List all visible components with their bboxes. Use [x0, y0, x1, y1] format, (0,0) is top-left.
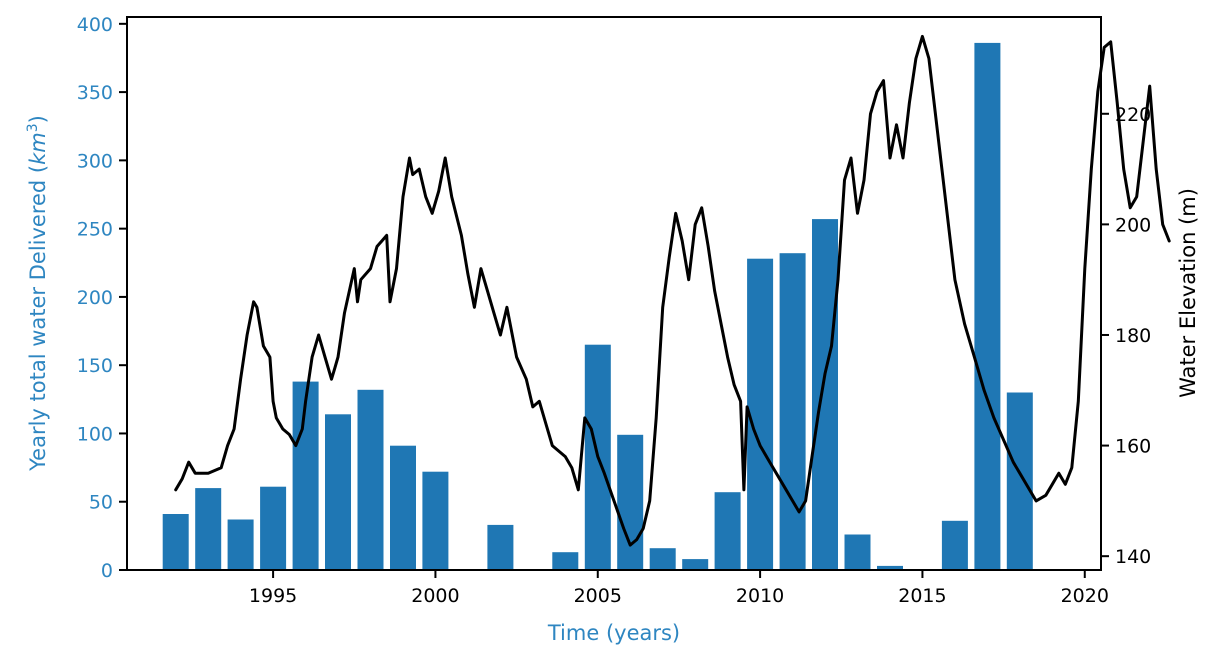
left-axis-ticks: 0 50 100 150 200 250 300 350 400: [77, 14, 127, 582]
left-tick-label-100: 100: [77, 423, 113, 445]
bar-2004: [552, 552, 579, 570]
right-axis-ticks: 140 160 180 200 220: [1101, 104, 1151, 568]
left-axis-title: Yearly total water Delivered (km3): [25, 115, 50, 472]
x-tick-label-2020: 2020: [1061, 585, 1109, 607]
elevation-line: [174, 34, 1171, 547]
bar-2013: [844, 534, 871, 570]
left-axis-title-suffix: ): [26, 115, 50, 123]
bar-1994: [227, 519, 254, 570]
left-tick-label-400: 400: [77, 14, 113, 36]
left-axis-title-unit: km: [26, 132, 50, 165]
bar-1997: [325, 414, 351, 570]
bar-1992: [162, 514, 189, 570]
left-tick-label-250: 250: [77, 219, 113, 241]
bar-2017: [974, 42, 1001, 570]
bar-2010: [747, 258, 774, 570]
bar-2009: [714, 492, 741, 570]
left-tick-label-350: 350: [77, 82, 113, 104]
right-tick-label-200: 200: [1115, 214, 1151, 236]
left-tick-label-300: 300: [77, 150, 113, 172]
bar-2016: [941, 520, 968, 570]
x-tick-label-1995: 1995: [249, 585, 297, 607]
bar-2006: [617, 434, 644, 570]
right-tick-label-180: 180: [1115, 325, 1151, 347]
x-axis-title: Time (years): [547, 621, 680, 645]
plot-frame: [126, 16, 1102, 571]
x-tick-label-2010: 2010: [736, 585, 784, 607]
left-axis-title-prefix: Yearly total water Delivered (: [26, 165, 50, 472]
bar-2000: [422, 471, 449, 570]
right-axis-title: Water Elevation (m): [1176, 188, 1200, 398]
bar-2002: [487, 524, 514, 570]
bar-1993: [195, 488, 222, 570]
bar-1998: [357, 389, 384, 570]
left-tick-label-50: 50: [89, 492, 113, 514]
left-tick-label-200: 200: [77, 287, 113, 309]
bars-group: [162, 42, 1033, 570]
bar-2018: [1006, 392, 1033, 570]
bar-2008: [682, 559, 709, 570]
right-tick-label-160: 160: [1115, 436, 1151, 458]
x-tick-label-2000: 2000: [411, 585, 459, 607]
bar-2014: [877, 565, 903, 570]
bar-1999: [390, 445, 416, 570]
left-axis-title-sup: 3: [25, 123, 41, 132]
left-tick-label-0: 0: [101, 560, 113, 582]
x-tick-label-2005: 2005: [574, 585, 622, 607]
x-tick-label-2015: 2015: [898, 585, 946, 607]
right-tick-label-140: 140: [1115, 546, 1151, 568]
bar-2007: [649, 548, 676, 570]
bar-2011: [779, 253, 806, 570]
right-tick-label-220: 220: [1115, 104, 1151, 126]
left-tick-label-150: 150: [77, 355, 113, 377]
x-axis-ticks: 1995 2000 2005 2010 2015 2020: [249, 570, 1109, 607]
bar-1995: [260, 486, 287, 570]
bar-2012: [812, 219, 838, 570]
